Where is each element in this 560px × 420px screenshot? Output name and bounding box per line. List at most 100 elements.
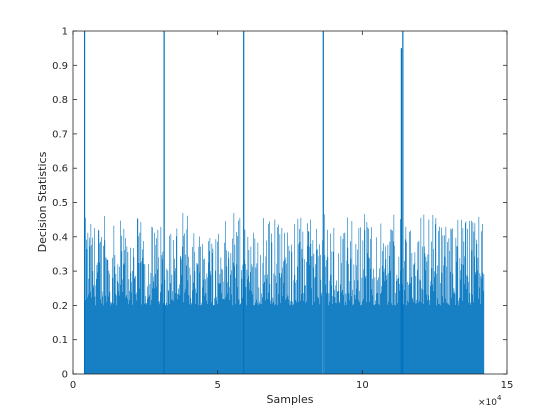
noise-bar [151,299,152,374]
noise-bar [269,283,271,374]
noise-bar [296,302,297,374]
noise-bar [330,274,332,374]
noise-bar [475,272,477,374]
noise-bar [208,241,209,374]
noise-bar [127,298,128,374]
noise-bar [477,257,479,374]
noise-bar [282,267,283,374]
noise-bar [106,258,107,374]
noise-bar [245,263,246,374]
noise-bar [180,255,181,374]
noise-bar [169,235,170,374]
noise-bar [420,217,422,374]
noise-bar [232,238,233,374]
noise-bar [155,244,157,374]
y-tick-label: 0.4 [52,232,68,243]
noise-bar [305,285,306,374]
noise-bar [368,257,370,374]
noise-bar [260,255,261,374]
noise-bar [275,275,276,374]
noise-bar [435,224,436,374]
noise-bar [443,265,445,374]
noise-bar [152,227,153,374]
noise-bar [159,304,160,374]
noise-bar [386,275,388,374]
noise-bar [442,235,444,374]
noise-bar [408,284,409,374]
noise-bar [229,300,231,374]
noise-bar [456,261,458,374]
noise-bar [482,223,483,374]
noise-bar [216,296,217,374]
noise-bar [130,272,132,374]
noise-bar [435,218,437,374]
noise-bar [414,263,415,374]
noise-bar [203,279,205,374]
y-tick-label: 1 [62,27,68,38]
noise-bar [397,279,399,374]
noise-bar [404,260,405,374]
noise-bar [425,256,427,374]
noise-bar [278,224,279,374]
noise-bar [153,276,155,374]
noise-bar [303,300,304,374]
noise-bar [267,298,269,374]
noise-bar [247,236,249,374]
noise-bar [268,223,269,374]
noise-bar [100,299,102,374]
noise-bar [144,303,145,374]
noise-bar [391,303,392,374]
noise-bar [295,300,297,374]
noise-bar [369,258,371,374]
noise-bar [309,246,310,374]
noise-bar [473,302,474,374]
noise-bar [385,259,387,374]
noise-bar [94,228,95,374]
peak-bar [402,31,404,374]
noise-bar [113,225,115,374]
noise-bar [411,276,412,374]
noise-bar [191,304,192,374]
noise-bar [383,243,384,374]
noise-bar [131,282,132,374]
noise-bar [194,271,196,374]
noise-bar [300,217,302,374]
noise-bar [396,274,398,374]
noise-bar [87,297,88,374]
noise-bar [479,287,480,374]
noise-bar [98,229,99,374]
noise-bar [442,296,443,374]
noise-bar [211,243,213,374]
noise-bar [251,264,253,374]
noise-bar [422,289,424,374]
noise-bar [467,228,468,374]
noise-bar [148,296,150,374]
noise-bar [203,259,204,374]
noise-bar [387,244,389,374]
noise-bar [196,292,197,374]
noise-bar [422,246,423,374]
noise-bar [424,253,426,374]
noise-bar [336,280,337,374]
noise-bar [391,230,393,374]
noise-bar [436,305,437,374]
noise-bar [278,293,280,374]
noise-bar [378,304,380,374]
noise-bar [437,298,439,374]
noise-bar [427,300,428,374]
noise-bar [371,227,372,374]
noise-bar [312,304,313,374]
noise-bar [346,260,348,374]
noise-bar [351,221,353,374]
noise-bar [187,280,189,374]
noise-bar [308,231,309,374]
noise-bar [309,264,311,374]
noise-bar [305,303,307,374]
noise-bar [229,287,230,374]
noise-bar [399,283,400,374]
noise-bar [257,242,259,374]
noise-bar [117,280,118,374]
noise-bar [433,291,435,374]
noise-bar [173,301,175,374]
noise-bar [301,293,302,374]
